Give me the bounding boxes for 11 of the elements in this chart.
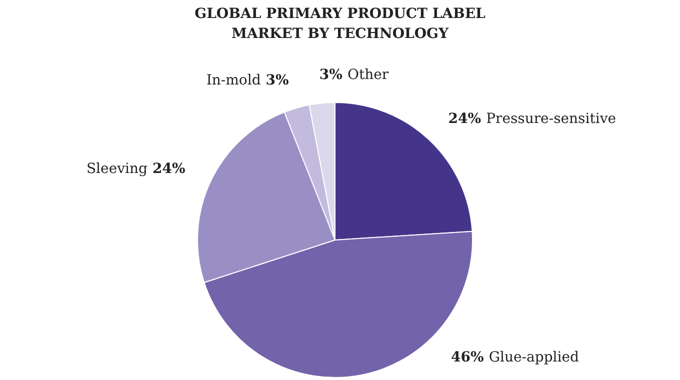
- data-label: 24%: [152, 161, 186, 178]
- data-label: 3%: [266, 72, 289, 89]
- slice-label: Sleeving: [86, 161, 148, 178]
- slice-label: Glue-applied: [488, 350, 580, 366]
- data-label: 46%: [451, 350, 484, 366]
- data-label: 3%: [319, 66, 342, 83]
- chart-title: GLOBAL PRIMARY PRODUCT LABEL MARKET BY TECHNOLOGY: [194, 5, 486, 44]
- slice-label: In-mold: [206, 72, 261, 89]
- data-label: 24%: [448, 110, 482, 127]
- slice-label: Other: [347, 66, 389, 83]
- slice-label: Pressure-sensitive: [486, 110, 616, 127]
